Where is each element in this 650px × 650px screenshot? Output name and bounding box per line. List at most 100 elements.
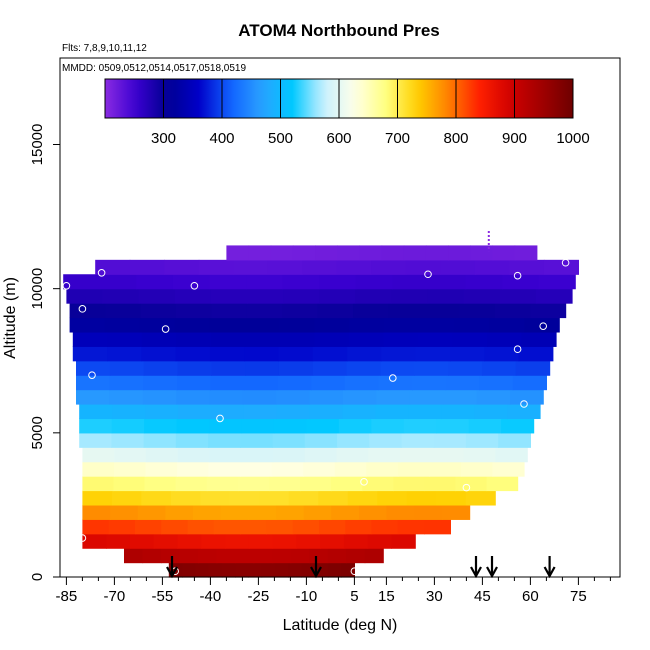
x-axis: -85 -70 -55 -40 -25 -10 5 15 30 45 60 75 (56, 577, 611, 605)
curtain-cell (209, 389, 244, 405)
curtain-cell (463, 447, 497, 463)
curtain-cell (381, 245, 405, 261)
sample-point (190, 281, 199, 290)
curtain-cell (342, 404, 377, 420)
curtain-cell (140, 303, 177, 319)
curtain-cell (499, 288, 537, 304)
curtain-cell (346, 360, 382, 376)
curtain-cell (253, 548, 273, 564)
sample-point (539, 322, 548, 330)
curtain-cell (95, 259, 131, 275)
curtain-cell (371, 259, 407, 275)
curtain-cell (543, 259, 579, 275)
curtain-cell (82, 461, 115, 477)
curtain-cell (237, 476, 270, 492)
sample-point (78, 534, 87, 542)
curtain-cell (375, 404, 409, 420)
curtain-cell (318, 490, 349, 506)
curtain-cell (327, 562, 342, 578)
curtain-cell (486, 476, 519, 492)
y-tick-label: 10000 (29, 268, 46, 310)
x-tick-label: -70 (104, 588, 126, 605)
curtain-cell (302, 259, 338, 275)
curtain-cell (79, 418, 113, 434)
y-tick-label: 0 (29, 573, 46, 581)
curtain-cell (221, 562, 236, 578)
x-tick-label: 5 (350, 588, 358, 605)
curtain-cell (111, 490, 142, 506)
curtain-cell (314, 317, 350, 333)
curtain-cell (465, 490, 496, 506)
sample-point (574, 333, 583, 342)
colorbar-tick-label: 700 (385, 130, 410, 147)
curtain-cell (449, 346, 485, 362)
curtain-cell (391, 533, 416, 549)
sample-point (62, 281, 71, 290)
curtain-cell (172, 274, 211, 290)
sample-point (462, 483, 471, 492)
curtain-cell (349, 317, 385, 333)
curtain-cell (282, 274, 320, 290)
curtain-cell (384, 317, 420, 333)
sample-point (216, 414, 224, 423)
curtain-cell (367, 533, 393, 549)
curtain-cell (515, 360, 551, 376)
curtain-cell (248, 533, 274, 549)
curtain-cell (346, 548, 366, 564)
curtain-cell (358, 504, 388, 520)
curtain-cell (331, 504, 360, 520)
curtain-cell (441, 404, 475, 420)
curtain-cell (129, 259, 165, 275)
curtain-cell (377, 490, 408, 506)
curtain-cell (362, 476, 394, 492)
plot-frame (59, 57, 621, 578)
curtain-cell (209, 447, 242, 463)
sample-point (561, 258, 570, 267)
curtain-cell (498, 432, 531, 448)
curtain-cell (245, 331, 281, 347)
curtain-cell (433, 432, 467, 448)
curtain-cell (177, 533, 202, 549)
curtain-cell (440, 259, 476, 275)
curtain-cell (104, 317, 141, 333)
curtain-cell (193, 504, 222, 520)
curtain-cell (82, 490, 113, 506)
curtain-cell (320, 533, 345, 549)
flight-marker-head (543, 566, 556, 579)
curtain-cell (113, 461, 147, 477)
curtain-cell (292, 519, 320, 535)
curtain-cell (108, 519, 136, 535)
curtain-cell (161, 519, 189, 535)
curtain-cell (109, 389, 144, 405)
curtain-cell (111, 432, 145, 448)
curtain-cell (153, 533, 179, 549)
curtain-cell (518, 346, 554, 362)
curtain-cell (72, 331, 108, 347)
curtain-cell (134, 519, 162, 535)
curtain-cell (175, 476, 208, 492)
curtain-cell (99, 274, 137, 290)
curtain-cell (208, 432, 241, 448)
curtain-cell (530, 303, 567, 319)
curtain-cell (535, 288, 573, 304)
curtain-cell (242, 389, 277, 405)
chart-title: ATOM4 Northbound Pres (238, 21, 440, 40)
curtain-cell (368, 447, 401, 463)
curtain-cell (241, 418, 275, 434)
curtain-cell (403, 245, 427, 261)
curtain-cell (378, 375, 413, 391)
curtain-cell (143, 360, 179, 376)
curtain-cell (448, 245, 471, 261)
curtain-cell (319, 288, 356, 304)
curtain-cell (391, 288, 429, 304)
curtain-cell (82, 504, 111, 520)
curtain-cell (371, 519, 399, 535)
curtain-cell (342, 389, 377, 405)
curtain-cell (211, 360, 246, 376)
curtain-cell (226, 245, 250, 261)
curtain-cell (296, 533, 321, 549)
colorbar-ticks: 300 400 500 600 700 800 900 1000 (151, 79, 590, 147)
curtain-cell (82, 447, 115, 463)
curtain-cell (246, 303, 283, 319)
